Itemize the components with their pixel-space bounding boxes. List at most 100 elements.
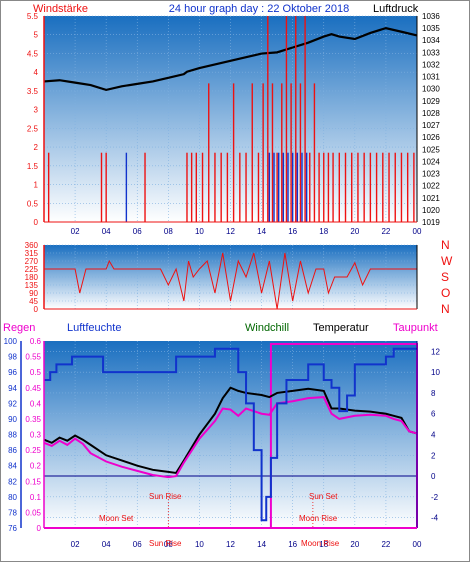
temp-tick-label: -4: [431, 514, 439, 523]
y-tick-label: 0: [34, 218, 39, 227]
regen-tick-label: 0.3: [30, 431, 42, 440]
compass-label: W: [441, 254, 453, 268]
windchill-label: Windchill: [245, 322, 289, 334]
humidity-tick-label: 78: [8, 508, 17, 517]
x-tick-label: 12: [226, 540, 235, 549]
regen-tick-label: 0.15: [25, 477, 41, 486]
y-tick-label: 4: [34, 68, 39, 77]
y2-tick-label: 1022: [422, 182, 440, 191]
regen-tick-label: 0: [37, 524, 42, 533]
y-tick-label: 5: [34, 31, 39, 40]
x-tick-label: 04: [102, 227, 111, 236]
y2-tick-label: 1032: [422, 60, 440, 69]
taupunkt-label: Taupunkt: [393, 322, 438, 334]
x-tick-label: 14: [257, 227, 266, 236]
direction-tick-label: 225: [25, 265, 39, 274]
direction-tick-label: 90: [29, 289, 38, 298]
regen-tick-label: 0.35: [25, 415, 41, 424]
x-tick-label: 00: [413, 540, 422, 549]
compass-label: N: [441, 238, 450, 252]
windstaerke-label: Windstärke: [33, 3, 88, 15]
humidity-tick-label: 98: [8, 353, 17, 362]
temperatur-label: Temperatur: [313, 322, 369, 334]
regen-tick-label: 0.25: [25, 446, 41, 455]
luftfeuchte-label: Luftfeuchte: [67, 322, 121, 334]
y-tick-label: 3.5: [27, 87, 39, 96]
humidity-tick-label: 92: [8, 399, 17, 408]
x-tick-label: 16: [288, 227, 297, 236]
compass-label: S: [441, 270, 449, 284]
y2-tick-label: 1026: [422, 133, 440, 142]
temp-tick-label: -2: [431, 493, 439, 502]
luftdruck-label: Luftdruck: [373, 3, 419, 15]
regen-tick-label: 0.5: [30, 368, 42, 377]
x-tick-label: 20: [350, 540, 359, 549]
y2-tick-label: 1023: [422, 170, 440, 179]
y2-tick-label: 1028: [422, 109, 440, 118]
humidity-tick-label: 84: [8, 462, 17, 471]
regen-tick-label: 0.4: [30, 399, 42, 408]
y-tick-label: 1.5: [27, 162, 39, 171]
x-tick-label: 08: [164, 227, 173, 236]
regen-tick-label: 0.1: [30, 493, 42, 502]
x-tick-label: 22: [381, 540, 390, 549]
x-tick-label: 06: [133, 540, 142, 549]
annotation-label: Sun Rise: [149, 539, 182, 548]
regen-tick-label: 0.55: [25, 353, 41, 362]
regen-tick-label: 0.2: [30, 462, 42, 471]
x-tick-label: 20: [350, 227, 359, 236]
y2-tick-label: 1019: [422, 218, 440, 227]
x-tick-label: 04: [102, 540, 111, 549]
y2-tick-label: 1027: [422, 121, 440, 130]
y2-tick-label: 1020: [422, 206, 440, 215]
compass-label: O: [441, 286, 450, 300]
direction-tick-label: 0: [34, 305, 39, 314]
direction-tick-label: 360: [25, 241, 39, 250]
x-tick-label: 02: [71, 540, 80, 549]
y2-tick-label: 1031: [422, 73, 440, 82]
humidity-tick-label: 94: [8, 384, 17, 393]
y2-tick-label: 1030: [422, 85, 440, 94]
temperature-chart: Regen Luftfeuchte Windchill Temperatur T…: [3, 322, 440, 549]
temp-tick-label: 12: [431, 347, 440, 356]
temperature-line: [43, 386, 418, 475]
x-tick-label: 02: [71, 227, 80, 236]
y2-tick-label: 1021: [422, 194, 440, 203]
temp-tick-label: 2: [431, 451, 436, 460]
y-tick-label: 0.5: [27, 199, 39, 208]
annotation-label: Moon Rise: [301, 539, 340, 548]
chart-title: 24 hour graph day : 22 Oktober 2018: [169, 3, 349, 15]
y2-tick-label: 1029: [422, 97, 440, 106]
y-tick-label: 3: [34, 106, 39, 115]
y2-tick-label: 1025: [422, 145, 440, 154]
annotation-label: Moon Set: [99, 514, 134, 523]
direction-tick-label: 45: [29, 297, 38, 306]
temp-tick-label: 6: [431, 410, 436, 419]
y-tick-label: 4.5: [27, 49, 39, 58]
regen-label: Regen: [3, 322, 35, 334]
y2-tick-label: 1035: [422, 24, 440, 33]
humidity-line: [44, 347, 417, 522]
regen-tick-label: 0.6: [30, 337, 42, 346]
y2-tick-label: 1033: [422, 48, 440, 57]
y-tick-label: 5.5: [27, 12, 39, 21]
direction-tick-label: 135: [25, 281, 39, 290]
y2-tick-label: 1024: [422, 157, 440, 166]
direction-tick-label: 180: [25, 273, 39, 282]
x-tick-label: 22: [381, 227, 390, 236]
humidity-tick-label: 90: [8, 415, 17, 424]
temp-tick-label: 8: [431, 389, 436, 398]
x-tick-label: 14: [257, 540, 266, 549]
humidity-tick-label: 88: [8, 431, 17, 440]
wind-direction-line: [44, 252, 417, 310]
y-tick-label: 2: [34, 143, 39, 152]
humidity-tick-label: 82: [8, 477, 17, 486]
compass-label: N: [441, 302, 450, 316]
x-tick-label: 06: [133, 227, 142, 236]
dewpoint-line: [43, 396, 418, 479]
humidity-tick-label: 76: [8, 524, 17, 533]
x-tick-label: 12: [226, 227, 235, 236]
pressure-line: [43, 26, 418, 92]
